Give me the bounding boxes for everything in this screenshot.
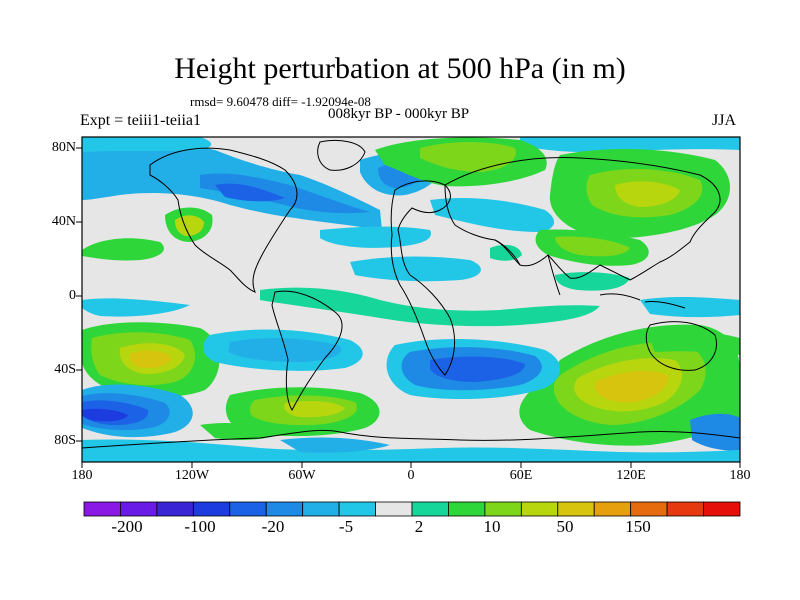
y-tick-label: 0 [69,288,76,303]
y-tick-label: 80N [51,140,76,155]
x-tick-label: 60W [288,468,316,483]
colorbar-swatch [630,501,668,517]
colorbar-swatch [484,501,522,517]
season-label: JJA [712,112,737,129]
experiment-label: Expt = teiii1-teiia1 [80,112,201,129]
colorbar-swatch [593,501,632,517]
colorbar-swatch [375,501,413,517]
colorbar-label: 2 [414,517,424,536]
y-tick-label: 40S [54,362,76,377]
colorbar-swatch [265,501,304,517]
colorbar-label: 150 [625,517,651,536]
colorbar-swatch [338,501,376,517]
colorbar-swatch [120,501,158,517]
x-tick-label: 180 [729,468,751,483]
colorbar [83,501,741,517]
colorbar-swatch [302,501,340,517]
colorbar-swatch [192,501,231,517]
colorbar-swatch [83,501,121,517]
colorbar-label: -5 [338,517,354,536]
colorbar-label: 50 [556,517,574,536]
coastlines [82,139,740,449]
colorbar-swatch [156,501,194,517]
colorbar-swatch [448,501,486,517]
x-tick-label: 60E [509,468,533,483]
period-label: 008kyr BP - 000kyr BP [328,106,470,122]
colorbar-swatch [229,501,267,517]
colorbar-swatch [703,501,741,517]
colorbar-label: 10 [483,517,501,536]
x-tick-label: 0 [407,468,415,483]
colorbar-label: -20 [261,517,285,536]
plot-title: Height perturbation at 500 hPa (in m) [174,52,626,85]
y-tick-label: 80S [54,433,76,448]
colorbar-swatch [520,501,559,517]
x-tick-label: 120W [174,468,210,483]
height-contour-field [82,137,740,462]
colorbar-swatch [666,501,704,517]
statistics-label: rmsd= 9.60478 diff= -1.92094e-08 [190,94,371,109]
x-tick-label: 180 [71,468,93,483]
colorbar-swatch [411,501,449,517]
x-tick-label: 120E [616,468,646,483]
colorbar-swatch [557,501,595,517]
colorbar-label: -200 [111,517,143,536]
colorbar-label: -100 [184,517,216,536]
axis-ticks [76,147,741,468]
y-tick-label: 40N [51,214,76,229]
